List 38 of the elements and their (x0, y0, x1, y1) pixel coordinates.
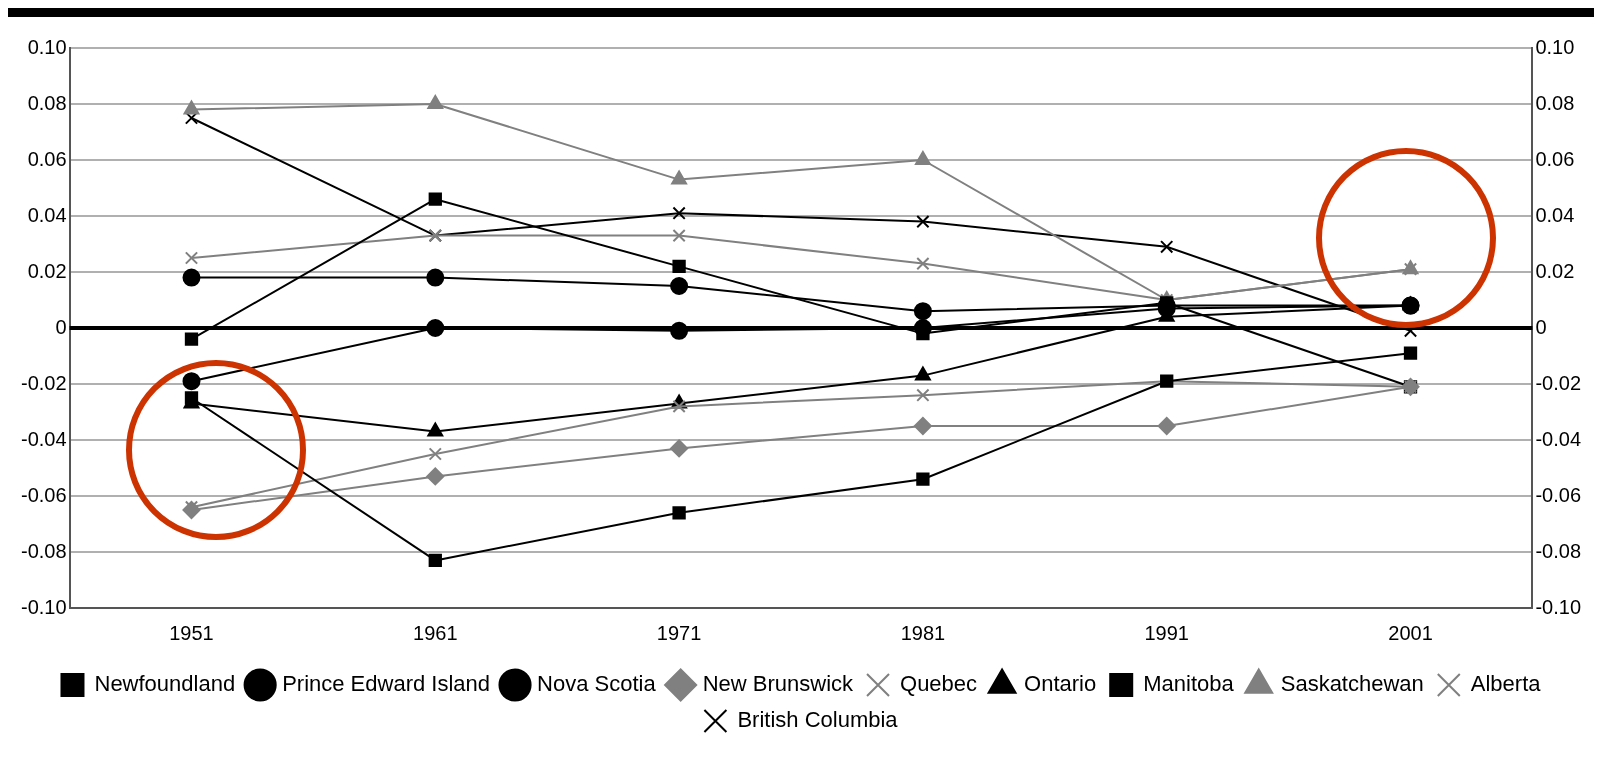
y-tick-label: -0.04 (20, 427, 67, 450)
x-tick-label: 1971 (656, 621, 702, 644)
y2-tick-label: -0.10 (1535, 595, 1582, 618)
legend-label: Prince Edward Island (282, 671, 491, 697)
x-tick-label: 1981 (900, 621, 946, 644)
x-tick-label: 2001 (1388, 621, 1433, 644)
legend-label: Manitoba (1143, 671, 1235, 697)
y2-tick-label: 0.06 (1535, 147, 1575, 170)
y2-tick-label: -0.06 (1535, 483, 1582, 506)
y-tick-label: 0.10 (27, 35, 67, 58)
x-tick-label: 1961 (413, 621, 458, 644)
legend-label: New Brunswick (702, 671, 855, 697)
y2-tick-label: 0.08 (1535, 91, 1575, 114)
y2-tick-label: 0.10 (1535, 35, 1575, 58)
y-tick-label: 0.06 (27, 147, 67, 170)
y-tick-label: -0.02 (20, 371, 67, 394)
y-tick-label: -0.08 (20, 539, 67, 562)
legend-label: Quebec (900, 671, 978, 697)
y2-tick-label: -0.02 (1535, 371, 1582, 394)
y-tick-label: 0.08 (27, 91, 67, 114)
x-tick-label: 1991 (1144, 621, 1189, 644)
y2-tick-label: 0.02 (1535, 259, 1575, 282)
y-tick-label: 0.04 (27, 203, 67, 226)
y-tick-label: -0.10 (20, 595, 67, 618)
legend-label: Ontario (1024, 671, 1097, 697)
y2-tick-label: -0.04 (1535, 427, 1582, 450)
y-tick-label: 0.02 (27, 259, 67, 282)
legend-label: Alberta (1470, 671, 1542, 697)
legend-label: Nova Scotia (537, 671, 657, 697)
y2-tick-label: 0 (1535, 315, 1547, 338)
y-tick-label: -0.06 (20, 483, 67, 506)
legend-label: British Columbia (737, 707, 899, 733)
legend-label: Newfoundland (94, 671, 236, 697)
x-tick-label: 1951 (169, 621, 214, 644)
y-tick-label: 0 (55, 315, 67, 338)
y2-tick-label: -0.08 (1535, 539, 1582, 562)
legend-label: Saskatchewan (1280, 671, 1424, 697)
y2-tick-label: 0.04 (1535, 203, 1575, 226)
